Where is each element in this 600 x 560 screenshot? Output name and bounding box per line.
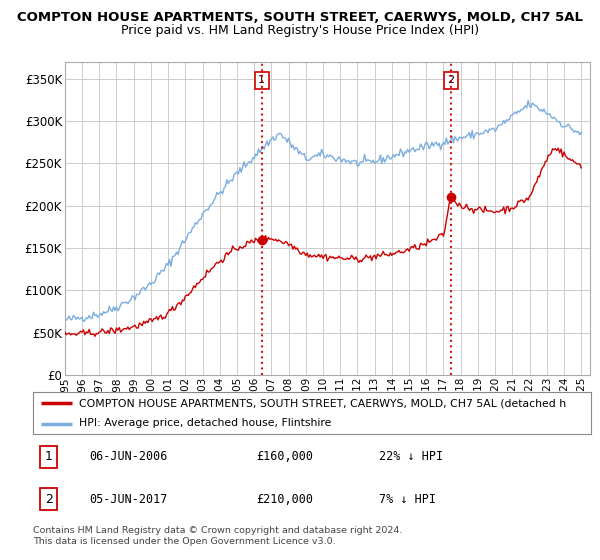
Text: 2: 2	[447, 75, 454, 85]
Text: COMPTON HOUSE APARTMENTS, SOUTH STREET, CAERWYS, MOLD, CH7 5AL: COMPTON HOUSE APARTMENTS, SOUTH STREET, …	[17, 11, 583, 24]
Text: Contains HM Land Registry data © Crown copyright and database right 2024.
This d: Contains HM Land Registry data © Crown c…	[33, 526, 403, 546]
Text: £210,000: £210,000	[256, 493, 313, 506]
Text: 06-JUN-2006: 06-JUN-2006	[89, 450, 167, 463]
Text: 1: 1	[44, 450, 53, 463]
Text: 05-JUN-2017: 05-JUN-2017	[89, 493, 167, 506]
Text: HPI: Average price, detached house, Flintshire: HPI: Average price, detached house, Flin…	[79, 418, 331, 428]
Text: COMPTON HOUSE APARTMENTS, SOUTH STREET, CAERWYS, MOLD, CH7 5AL (detached h: COMPTON HOUSE APARTMENTS, SOUTH STREET, …	[79, 398, 566, 408]
Text: 2: 2	[44, 493, 53, 506]
Text: Price paid vs. HM Land Registry's House Price Index (HPI): Price paid vs. HM Land Registry's House …	[121, 24, 479, 36]
Text: £160,000: £160,000	[256, 450, 313, 463]
Text: 1: 1	[258, 75, 265, 85]
Text: 22% ↓ HPI: 22% ↓ HPI	[379, 450, 443, 463]
Text: 7% ↓ HPI: 7% ↓ HPI	[379, 493, 436, 506]
